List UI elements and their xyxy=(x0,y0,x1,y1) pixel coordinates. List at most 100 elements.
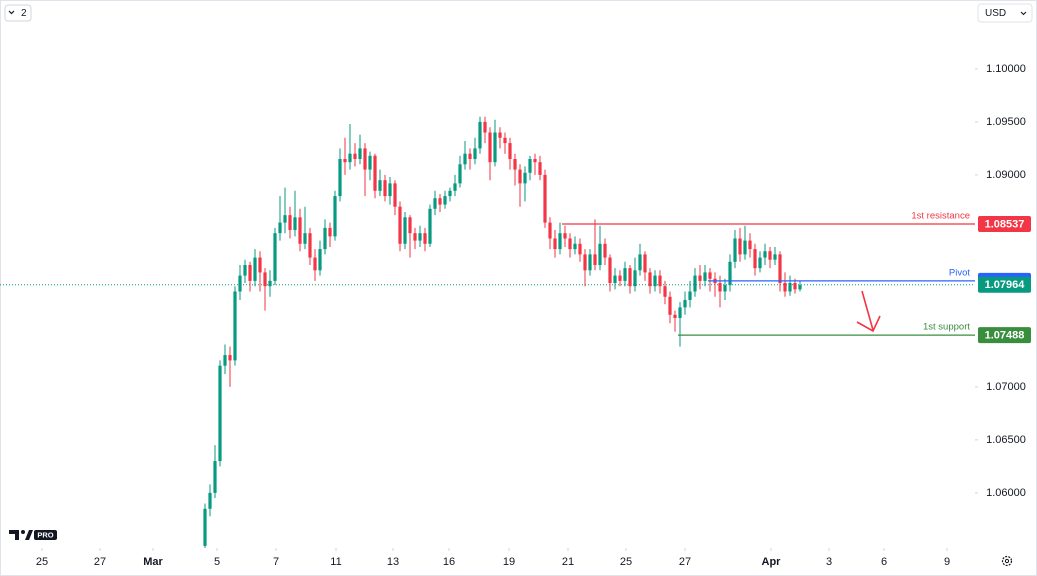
candle xyxy=(448,187,452,202)
candle xyxy=(728,254,732,292)
candle-body xyxy=(423,233,427,244)
candle xyxy=(578,238,582,262)
candle xyxy=(673,310,677,332)
candle-body xyxy=(768,251,772,260)
candle xyxy=(708,268,712,292)
candle xyxy=(368,151,372,181)
candle-body xyxy=(683,299,687,308)
candle-body xyxy=(658,275,662,287)
candle-body xyxy=(613,275,617,284)
candle-body xyxy=(353,153,357,159)
badge-text: 2 xyxy=(21,8,27,19)
candle-body xyxy=(273,233,277,281)
candle-body xyxy=(298,217,302,244)
candle xyxy=(238,264,242,300)
candle xyxy=(208,484,212,517)
candle xyxy=(648,268,652,294)
candle xyxy=(263,268,267,311)
candle-body xyxy=(348,153,352,163)
candle xyxy=(508,137,512,170)
candle xyxy=(318,240,322,276)
candle-body xyxy=(783,283,787,292)
candle xyxy=(588,249,592,276)
x-tick-label: Apr xyxy=(762,556,782,568)
candle-body xyxy=(758,257,762,269)
candle xyxy=(783,272,787,297)
candle xyxy=(688,280,692,308)
candle xyxy=(573,236,577,255)
candle-body xyxy=(648,272,652,287)
candle xyxy=(403,211,407,250)
candle xyxy=(548,217,552,250)
candle xyxy=(243,259,247,284)
candle xyxy=(763,243,767,265)
candle xyxy=(518,164,522,207)
candle xyxy=(553,230,557,258)
candle xyxy=(418,225,422,247)
currency-chevron xyxy=(1020,11,1027,16)
candle xyxy=(303,206,307,250)
badge-box[interactable] xyxy=(4,4,32,22)
candle-body xyxy=(668,296,672,315)
candle xyxy=(528,155,532,181)
candle-body xyxy=(538,162,542,175)
candle-body xyxy=(453,183,457,191)
candle-body xyxy=(638,254,642,271)
x-tick-label: 27 xyxy=(679,556,691,568)
collapse-badge[interactable]: 2 xyxy=(4,4,32,22)
candle xyxy=(513,153,517,186)
candle xyxy=(583,249,587,287)
candle xyxy=(398,201,402,252)
candle-body xyxy=(593,254,597,265)
y-tick-label: 1.09000 xyxy=(986,169,1026,181)
candle xyxy=(373,153,377,199)
candle xyxy=(443,190,447,209)
level-value-box xyxy=(978,327,1031,344)
candle-body xyxy=(703,272,707,281)
logo: PRO xyxy=(9,530,57,540)
candle xyxy=(598,225,602,271)
candle xyxy=(218,360,222,467)
candle-body xyxy=(458,164,462,184)
currency-dropdown[interactable]: USD xyxy=(977,3,1033,23)
level-name: 1st resistance xyxy=(911,210,970,221)
candle xyxy=(593,219,597,271)
candle xyxy=(628,264,632,294)
candle xyxy=(248,261,252,292)
currency-text: USD xyxy=(985,8,1006,19)
candle xyxy=(473,137,477,165)
candle xyxy=(338,148,342,202)
candle xyxy=(738,227,742,262)
candle-body xyxy=(698,275,702,281)
x-tick-label: 7 xyxy=(273,556,279,568)
candle xyxy=(328,222,332,247)
candle xyxy=(468,148,472,170)
candle xyxy=(438,193,442,212)
arrow-shaft xyxy=(861,290,874,331)
arrow-head xyxy=(856,315,881,333)
candle xyxy=(488,127,492,181)
candle xyxy=(758,251,762,273)
candle-body xyxy=(278,222,282,234)
candle xyxy=(283,187,287,234)
candle xyxy=(663,280,667,305)
settings-button[interactable] xyxy=(1001,555,1013,567)
candle-body xyxy=(533,158,537,163)
candle xyxy=(308,227,312,265)
x-tick-label: 6 xyxy=(881,556,887,568)
gear-inner xyxy=(1004,558,1010,564)
gear-outer[interactable] xyxy=(1001,555,1013,567)
candle-body xyxy=(543,174,547,223)
candle xyxy=(653,270,657,292)
candle xyxy=(723,278,727,300)
candle-body xyxy=(608,257,612,284)
candle-body xyxy=(253,257,257,281)
candle-body xyxy=(203,508,207,546)
candle xyxy=(233,286,237,366)
candle xyxy=(478,116,482,154)
last-price-box xyxy=(978,276,1031,293)
candle xyxy=(678,302,682,347)
currency-box[interactable] xyxy=(977,3,1033,23)
candle-body xyxy=(403,217,407,244)
